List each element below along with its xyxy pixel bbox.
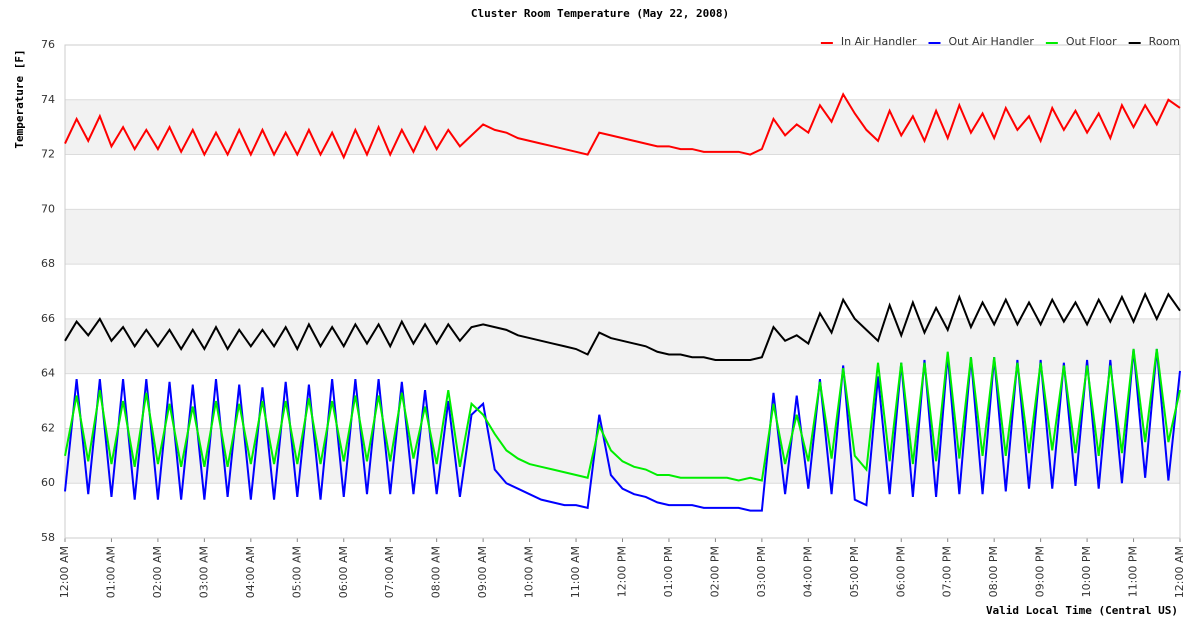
x-tick-label: 07:00 AM	[383, 546, 396, 598]
x-tick-label: 02:00 AM	[151, 546, 164, 598]
x-tick-label: 02:00 PM	[708, 546, 721, 597]
x-tick-label: 05:00 AM	[290, 546, 303, 598]
grid-band	[65, 99, 1180, 155]
x-tick-label: 06:00 AM	[337, 546, 350, 598]
x-tick-label: 11:00 AM	[569, 546, 582, 598]
x-tick-label: 04:00 PM	[801, 546, 814, 597]
y-tick-label: 58	[41, 531, 55, 544]
y-tick-label: 64	[41, 367, 55, 380]
legend: In Air Handler Out Air Handler Out Floor Ro…	[820, 35, 1180, 48]
legend-label: Out Air Handler	[949, 35, 1035, 48]
x-tick-label: 03:00 AM	[197, 546, 210, 598]
x-tick-label: 04:00 AM	[244, 546, 257, 598]
x-tick-label: 06:00 PM	[894, 546, 907, 597]
grid-band	[65, 209, 1180, 265]
x-tick-label: 09:00 PM	[1034, 546, 1047, 597]
x-tick-label: 03:00 PM	[755, 546, 768, 597]
x-tick-label: 05:00 PM	[848, 546, 861, 597]
x-tick-label: 01:00 AM	[104, 546, 117, 598]
legend-label: Room	[1149, 35, 1180, 48]
grid-band	[65, 428, 1180, 484]
y-tick-label: 66	[41, 312, 55, 325]
x-tick-label: 08:00 AM	[430, 546, 443, 598]
grid-band	[65, 318, 1180, 374]
chart-title: Cluster Room Temperature (May 22, 2008)	[471, 7, 729, 20]
series-line	[64, 291, 1181, 361]
x-tick-label: 07:00 PM	[941, 546, 954, 597]
y-axis-label: Temperature [F]	[13, 49, 26, 148]
x-tick-label: 12:00 AM	[58, 546, 71, 598]
y-tick-label: 68	[41, 257, 55, 270]
series-line	[64, 348, 1181, 482]
x-tick-label: 11:00 PM	[1127, 546, 1140, 597]
y-tick-label: 74	[41, 93, 55, 106]
y-tick-label: 60	[41, 476, 55, 489]
y-tick-label: 76	[41, 38, 55, 51]
x-tick-label: 10:00 PM	[1080, 546, 1093, 597]
x-tick-label: 12:00 PM	[616, 546, 629, 597]
series-line	[64, 92, 1181, 160]
y-tick-label: 72	[41, 148, 55, 161]
legend-label: Out Floor	[1066, 35, 1117, 48]
x-axis-label: Valid Local Time (Central US)	[986, 604, 1178, 617]
x-tick-label: 01:00 PM	[662, 546, 675, 597]
x-tick-label: 12:00 AM	[1173, 546, 1186, 598]
x-tick-label: 08:00 PM	[987, 546, 1000, 597]
y-tick-label: 62	[41, 421, 55, 434]
plot-border	[64, 44, 1181, 539]
y-tick-label: 70	[41, 202, 55, 215]
legend-label: In Air Handler	[841, 35, 917, 48]
x-tick-label: 10:00 AM	[523, 546, 536, 598]
x-tick-label: 09:00 AM	[476, 546, 489, 598]
